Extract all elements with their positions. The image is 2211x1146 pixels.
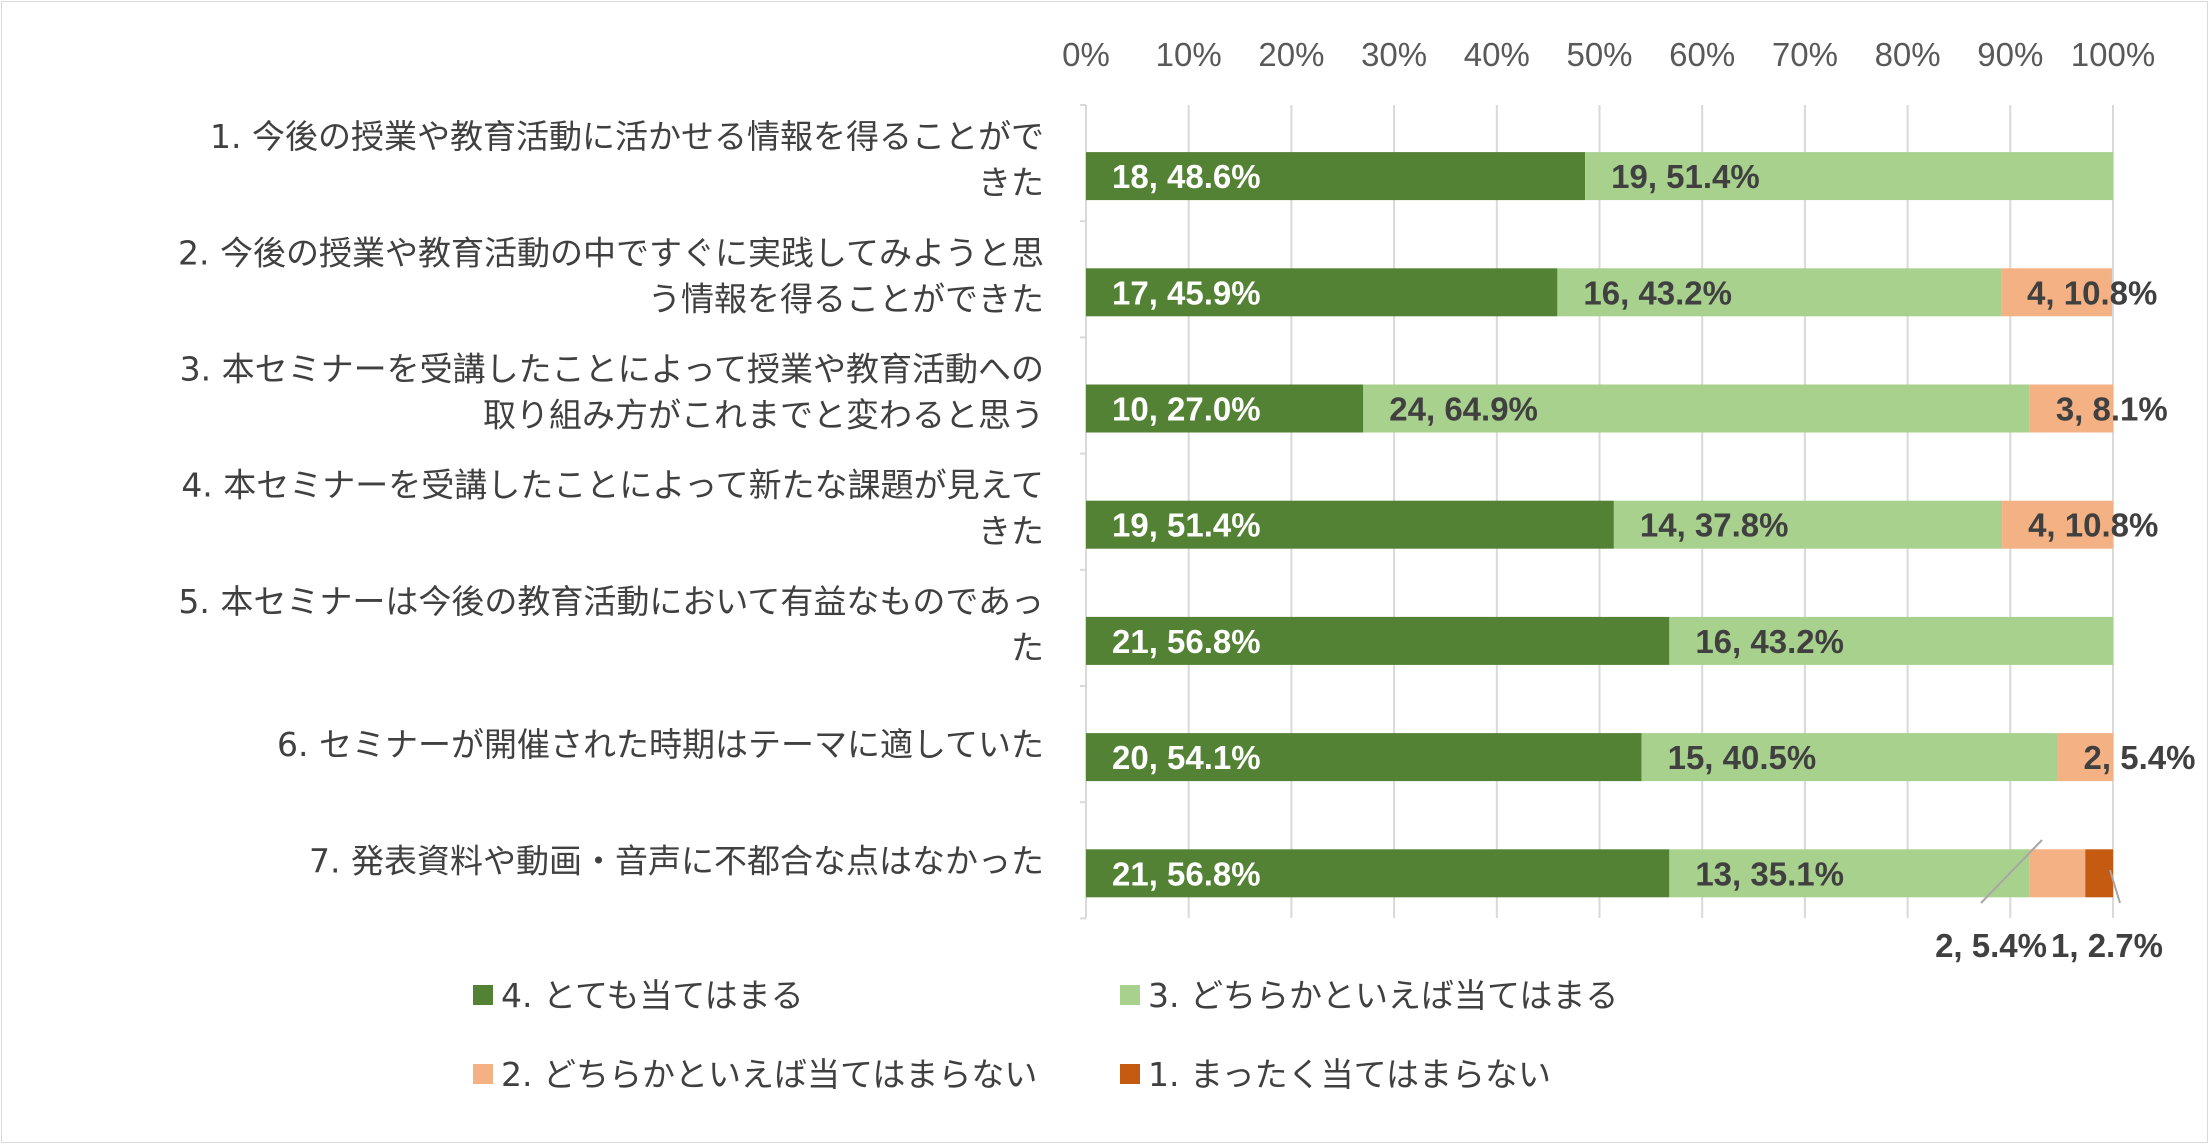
data-labels: 18, 48.6% 19, 51.4% 17, 45.9% 16, 43.2% 4, 1… xyxy=(1112,158,2195,964)
x-tick-label: 50% xyxy=(1566,36,1632,73)
data-label: 4, 10.8% xyxy=(2027,274,2157,311)
bar-segment xyxy=(2029,849,2086,898)
bar-segment xyxy=(1557,268,2002,317)
bar-segment xyxy=(2001,268,2112,317)
bar-segment xyxy=(1086,616,1670,665)
data-label: 16, 43.2% xyxy=(1583,274,1732,311)
category-label: 6. セミナーが開催された時期はテーマに適していた xyxy=(277,725,1044,764)
leader-line xyxy=(2109,869,2121,904)
data-label: 16, 43.2% xyxy=(1695,623,1844,660)
bar-segment xyxy=(1613,500,2003,549)
x-tick-label: 30% xyxy=(1361,36,1427,73)
data-label: 2, 5.4% xyxy=(2084,739,2196,776)
data-label: 24, 64.9% xyxy=(1389,391,1538,428)
legend-swatch xyxy=(1120,1064,1140,1084)
category-label: 取り組み方がこれまでと変わると思う xyxy=(483,396,1044,435)
x-axis-tick-labels: 0% 10% 20% 30% 40% 50% 60% 70% 80% 90% 100% xyxy=(1062,36,2155,73)
leader-line xyxy=(1980,839,2043,904)
x-tick-label: 20% xyxy=(1258,36,1324,73)
data-label: 3, 8.1% xyxy=(2056,391,2168,428)
x-tick-label: 70% xyxy=(1772,36,1838,73)
data-label: 10, 27.0% xyxy=(1112,391,1261,428)
legend-label: 1. まったく当てはまらない xyxy=(1148,1055,1551,1094)
legend-label: 3. どちらかといえば当てはまる xyxy=(1148,976,1618,1015)
category-label: 3. 本セミナーを受講したことによって授業や教育活動への xyxy=(180,350,1044,389)
bar-segment xyxy=(2029,384,2113,433)
data-label: 18, 48.6% xyxy=(1112,158,1261,195)
x-tick-label: 40% xyxy=(1464,36,1530,73)
x-tick-label: 60% xyxy=(1669,36,1735,73)
data-label: 17, 45.9% xyxy=(1112,274,1261,311)
bar-segment xyxy=(1086,733,1642,782)
category-label: う情報を得ることができた xyxy=(648,279,1044,318)
legend-swatch xyxy=(473,1064,493,1084)
category-label: きた xyxy=(978,163,1044,202)
data-label: 2, 5.4% xyxy=(1935,927,2047,964)
bar-segment xyxy=(2085,849,2113,898)
category-label: 4. 本セミナーを受講したことによって新たな課題が見えて xyxy=(181,466,1044,505)
legend-swatch xyxy=(473,985,493,1005)
legend-swatch xyxy=(1120,985,1140,1005)
x-tick-label: 80% xyxy=(1875,36,1941,73)
bar-segment xyxy=(1086,384,1364,433)
legend-label: 4. とても当てはまる xyxy=(501,976,804,1015)
data-label: 21, 56.8% xyxy=(1112,623,1261,660)
x-tick-label: 10% xyxy=(1156,36,1222,73)
bar-segment xyxy=(1669,849,2030,898)
category-label: た xyxy=(1011,628,1044,667)
bars xyxy=(1086,152,2113,898)
category-label: きた xyxy=(978,512,1044,551)
bar-segment xyxy=(2002,500,2113,549)
x-tick-label: 90% xyxy=(1977,36,2043,73)
category-label: 1. 今後の授業や教育活動に活かせる情報を得ることがで xyxy=(210,117,1044,156)
data-label: 21, 56.8% xyxy=(1112,855,1261,892)
bar-segment xyxy=(1585,152,2113,201)
category-label: 2. 今後の授業や教育活動の中ですぐに実践してみようと思 xyxy=(178,233,1044,272)
category-label: 7. 発表資料や動画・音声に不都合な点はなかった xyxy=(309,841,1044,880)
data-label: 13, 35.1% xyxy=(1695,855,1844,892)
bar-segment xyxy=(1086,500,1614,549)
legend-label: 2. どちらかといえば当てはまらない xyxy=(501,1055,1037,1094)
data-label: 20, 54.1% xyxy=(1112,739,1261,776)
bar-segment xyxy=(1641,733,2058,782)
bar-segment xyxy=(1086,268,1558,317)
data-label: 14, 37.8% xyxy=(1640,507,1789,544)
x-tick-label: 100% xyxy=(2071,36,2155,73)
data-label: 1, 2.7% xyxy=(2051,927,2163,964)
bar-segment xyxy=(1086,849,1670,898)
data-label: 15, 40.5% xyxy=(1668,739,1817,776)
bar-segment xyxy=(1669,616,2113,665)
data-label: 4, 10.8% xyxy=(2028,507,2158,544)
bar-segment xyxy=(2057,733,2113,782)
x-tick-label: 0% xyxy=(1062,36,1110,73)
bar-segment xyxy=(1086,152,1586,201)
category-label: 5. 本セミナーは今後の教育活動において有益なものであっ xyxy=(178,582,1044,621)
data-label: 19, 51.4% xyxy=(1112,507,1261,544)
legend: 4. とても当てはまる 3. どちらかといえば当てはまる 2. どちらかといえば当て… xyxy=(473,976,1618,1094)
bar-segment xyxy=(1363,384,2030,433)
data-label: 19, 51.4% xyxy=(1611,158,1760,195)
